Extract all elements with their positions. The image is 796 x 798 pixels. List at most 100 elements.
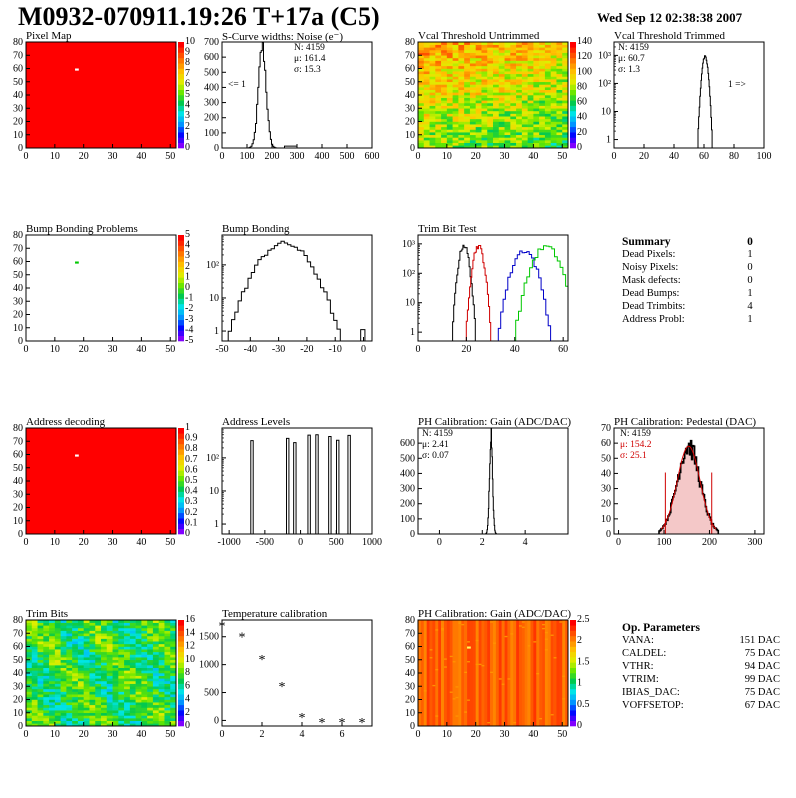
heatmap-cell	[429, 110, 436, 114]
y-tick-label: 0	[18, 336, 23, 347]
heatmap-cell	[418, 140, 425, 143]
heatmap-cell	[101, 665, 108, 668]
heatmap-cell	[521, 116, 528, 120]
heatmap-cell	[124, 670, 131, 674]
heatmap-cell	[118, 680, 125, 684]
heatmap-cell	[158, 633, 165, 637]
color-scale-label: 4	[185, 100, 190, 111]
heatmap-cell	[435, 129, 442, 133]
heatmap-cell	[446, 92, 453, 96]
heatmap-cell	[26, 630, 33, 634]
heatmap-cell	[550, 79, 557, 83]
heatmap-cell	[464, 47, 471, 51]
heatmap-cell	[418, 113, 425, 117]
heatmap-cell	[423, 126, 430, 130]
heatmap-cell	[147, 688, 154, 692]
heatmap-cell	[95, 635, 102, 639]
heatmap-cell	[49, 641, 56, 645]
heatmap-cell	[170, 686, 177, 690]
color-scale-step	[178, 459, 184, 466]
heatmap-cell	[458, 137, 465, 141]
heatmap-cell	[527, 55, 534, 59]
plot-frame	[613, 427, 765, 535]
heatmap-cell	[124, 627, 131, 631]
heatmap-cell	[135, 638, 142, 642]
x-tick-label: 0	[24, 537, 29, 548]
heatmap-cell	[170, 627, 177, 631]
heatmap-cell	[423, 79, 430, 83]
heatmap-cell	[89, 696, 96, 700]
heatmap-cell	[106, 651, 113, 655]
heatmap-cell	[423, 116, 430, 120]
heatmap-cell	[37, 625, 44, 629]
heatmap-cell	[498, 113, 505, 117]
heatmap-cell	[544, 57, 551, 61]
y-tick-label: 20	[405, 695, 415, 706]
heatmap-cell	[49, 707, 56, 711]
heatmap-cell	[510, 110, 517, 114]
heatmap-cell	[89, 638, 96, 642]
heatmap-cell	[141, 673, 148, 676]
heatmap-cell	[26, 712, 33, 716]
y-tick-label: 1500	[199, 632, 219, 643]
panel-title: Trim Bits	[26, 608, 69, 620]
heatmap-cell	[37, 699, 44, 703]
heatmap-cell	[464, 113, 471, 117]
heatmap-cell	[455, 696, 459, 699]
heatmap-cell	[112, 667, 119, 671]
heatmap-cell	[550, 84, 557, 88]
heatmap-cell	[423, 89, 430, 93]
y-tick-label: 0	[214, 143, 219, 154]
heatmap-cell	[147, 654, 154, 658]
heatmap-cell	[481, 92, 488, 96]
heatmap-cell	[170, 667, 177, 671]
heatmap-cell	[118, 659, 125, 663]
y-tick-label: 0	[18, 529, 23, 540]
heatmap-cell	[423, 100, 430, 104]
heatmap-cell	[129, 691, 136, 695]
heatmap-column	[420, 620, 425, 726]
heatmap-cell	[539, 63, 546, 67]
heatmap-cell	[418, 108, 425, 112]
heatmap-cell	[83, 715, 90, 719]
heatmap-cell	[49, 620, 56, 623]
y-tick-label: 600	[400, 438, 415, 449]
heatmap-cell	[464, 110, 471, 114]
heatmap-cell	[446, 124, 453, 128]
heatmap-cell	[164, 625, 171, 629]
heatmap-cell	[66, 638, 73, 642]
heatmap-cell	[481, 121, 488, 125]
heatmap-cell	[164, 673, 171, 676]
heatmap-cell	[89, 688, 96, 692]
heatmap-cell	[101, 691, 108, 695]
heatmap-cell	[95, 646, 102, 650]
y-tick-label: 60	[13, 642, 23, 653]
heatmap-cell	[464, 102, 471, 106]
heatmap-cell	[89, 691, 96, 695]
color-scale-step	[178, 443, 184, 450]
heatmap-cell	[533, 105, 540, 109]
heatmap-cell	[510, 105, 517, 109]
heatmap-cell	[550, 145, 557, 149]
heatmap-cell	[124, 699, 131, 703]
heatmap-cell	[124, 633, 131, 637]
plot-frame	[417, 234, 569, 342]
heatmap-cell	[43, 651, 50, 655]
heatmap-cell	[141, 625, 148, 629]
heatmap-cell	[493, 134, 500, 138]
heatmap-cell	[37, 694, 44, 698]
heatmap-cell	[467, 641, 470, 643]
heatmap-cell	[112, 641, 119, 645]
heatmap-cell	[493, 108, 500, 112]
heatmap-cell	[54, 694, 61, 698]
heatmap-cell	[129, 665, 136, 668]
color-scale-label: 0	[185, 720, 190, 731]
heatmap-cell	[556, 65, 563, 69]
x-tick-label: 300	[290, 151, 305, 162]
heatmap-cell	[66, 707, 73, 711]
heatmap-cell	[481, 65, 488, 69]
heatmap-cell	[521, 118, 528, 122]
plot-frame	[221, 427, 373, 535]
heatmap-cell	[66, 667, 73, 671]
